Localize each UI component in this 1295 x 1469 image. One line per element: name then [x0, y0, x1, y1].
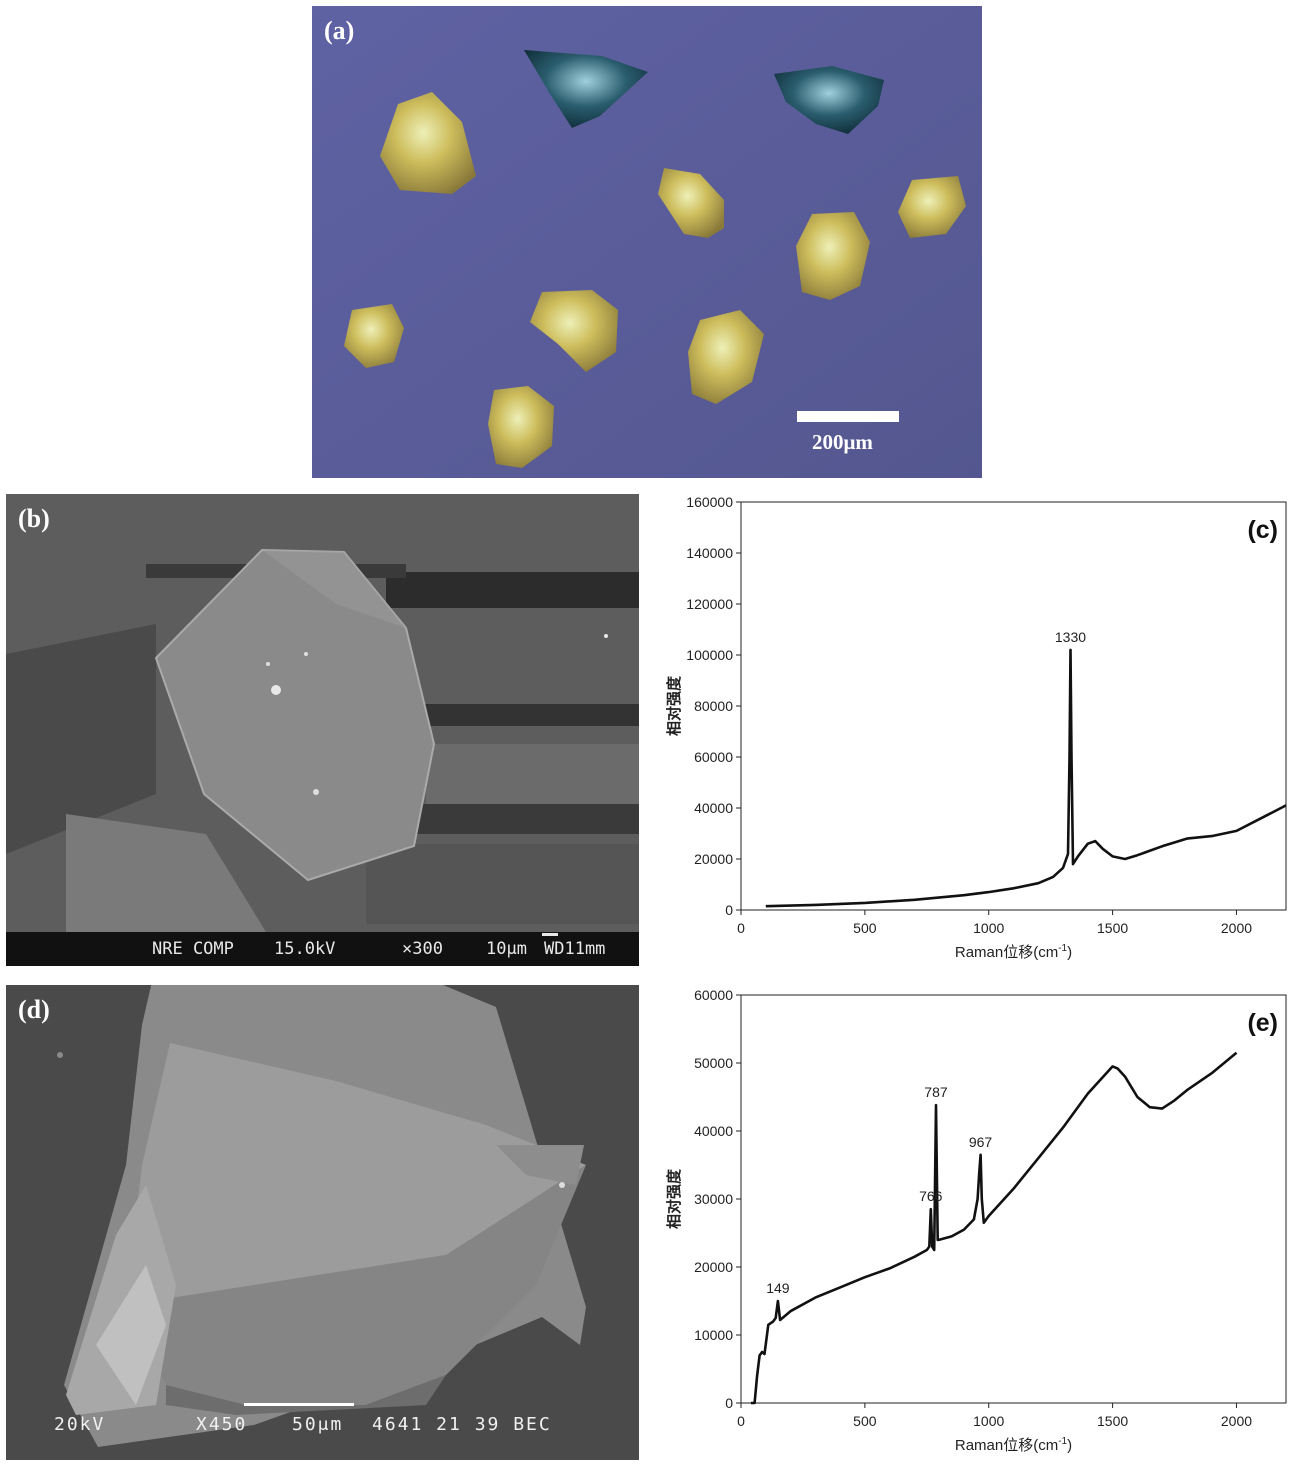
panel-label: (e): [1247, 1009, 1278, 1037]
sem-scale: 10μm: [486, 939, 527, 959]
optical-micrograph: (a) 200μm: [312, 6, 982, 478]
sem-scale-bar: [542, 933, 558, 936]
y-tick-label: 60000: [694, 987, 733, 1003]
sem-info-bar-d: 20kV X450 50μm 4641 21 39 BEC: [6, 1414, 639, 1440]
y-tick-label: 50000: [694, 1055, 733, 1071]
peak-label: 149: [766, 1280, 790, 1296]
sem-working-distance: WD11mm: [544, 939, 606, 959]
sem-fragment-illustration: [6, 985, 639, 1460]
sem-scale: 50μm: [292, 1414, 344, 1435]
x-tick-label: 500: [853, 920, 877, 936]
scale-bar-label: 200μm: [812, 430, 873, 454]
sem-image-d: (d) 20kV X450 50μm 4641 21 39 BEC: [6, 985, 639, 1460]
x-axis-label: Raman位移(cm-1): [955, 1436, 1072, 1454]
y-tick-label: 0: [725, 902, 733, 918]
sem-info-bar-b: NRE COMP 15.0kV ×300 10μm WD11mm: [6, 932, 639, 966]
grains-illustration: [312, 6, 982, 478]
y-axis-label: 相对强度: [665, 675, 683, 736]
x-tick-label: 1500: [1097, 920, 1128, 936]
y-tick-label: 120000: [686, 596, 733, 612]
grain: [344, 304, 404, 368]
y-tick-label: 20000: [694, 1259, 733, 1275]
scale-bar: [797, 411, 899, 422]
spectrum-line: [750, 1051, 1238, 1405]
sem-voltage: 15.0kV: [274, 939, 336, 959]
grain: [658, 168, 724, 238]
grain: [530, 290, 618, 372]
raman-chart-e: 0 10000 20000 30000 40000 50000 60000 0 500 1000 1…: [650, 985, 1290, 1464]
panel-label: (c): [1247, 516, 1278, 544]
y-tick-label: 10000: [694, 1327, 733, 1343]
peak-label: 766: [919, 1188, 943, 1204]
y-axis-label: 相对强度: [665, 1168, 683, 1229]
plot-frame: [740, 501, 1287, 911]
raman-spectrum-c: 0200004000060000800001000001200001400001…: [665, 494, 1287, 961]
plot-frame: [740, 994, 1287, 1404]
grain: [898, 176, 966, 238]
x-tick-label: 0: [737, 1413, 745, 1429]
x-tick-label: 500: [853, 1413, 877, 1429]
panel-label-b: (b): [18, 504, 50, 533]
peak-label: 787: [924, 1084, 948, 1100]
hexagonal-crystal: [154, 548, 436, 882]
panel-label-d: (d): [18, 995, 50, 1024]
x-tick-label: 1500: [1097, 1413, 1128, 1429]
x-tick-label: 1000: [973, 920, 1004, 936]
grain: [774, 66, 884, 134]
grain: [796, 212, 870, 300]
sem-crystal-illustration: [6, 494, 639, 966]
y-tick-label: 80000: [694, 698, 733, 714]
peak-label: 1330: [1055, 629, 1086, 645]
panel-label-a: (a): [324, 16, 355, 45]
sem-code: 4641 21 39 BEC: [372, 1414, 552, 1435]
x-tick-label: 2000: [1221, 1413, 1252, 1429]
y-tick-label: 100000: [686, 647, 733, 663]
sem-voltage: 20kV: [54, 1414, 106, 1435]
grain: [688, 310, 764, 404]
y-tick-label: 30000: [694, 1191, 733, 1207]
y-tick-label: 40000: [694, 800, 733, 816]
y-tick-label: 160000: [686, 494, 733, 510]
x-axis-label: Raman位移(cm-1): [955, 943, 1072, 961]
y-tick-label: 40000: [694, 1123, 733, 1139]
sem-magnification: X450: [196, 1414, 248, 1435]
raman-chart-c: 0 20000 40000 60000 80000 100000 120000 140000 1…: [650, 490, 1290, 974]
raman-spectrum-e: 0 10000 20000 30000 40000 50000 60000 0 500 1000 1…: [665, 987, 1287, 1454]
y-tick-label: 60000: [694, 749, 733, 765]
x-tick-label: 2000: [1221, 920, 1252, 936]
y-tick-label: 140000: [686, 545, 733, 561]
grain: [488, 386, 554, 468]
peak-label: 967: [969, 1134, 993, 1150]
spectrum-line: [765, 648, 1287, 908]
grain: [380, 92, 476, 194]
y-tick-label: 0: [725, 1395, 733, 1411]
sem-magnification: ×300: [402, 939, 443, 959]
scale-bar: [244, 1403, 354, 1406]
x-tick-label: 1000: [973, 1413, 1004, 1429]
grain: [524, 50, 648, 128]
sem-image-b: (b) NRE COMP 15.0kV ×300 10μm WD11mm: [6, 494, 639, 966]
y-tick-label: 20000: [694, 851, 733, 867]
sem-mode: NRE COMP: [152, 939, 234, 959]
x-tick-label: 0: [737, 920, 745, 936]
